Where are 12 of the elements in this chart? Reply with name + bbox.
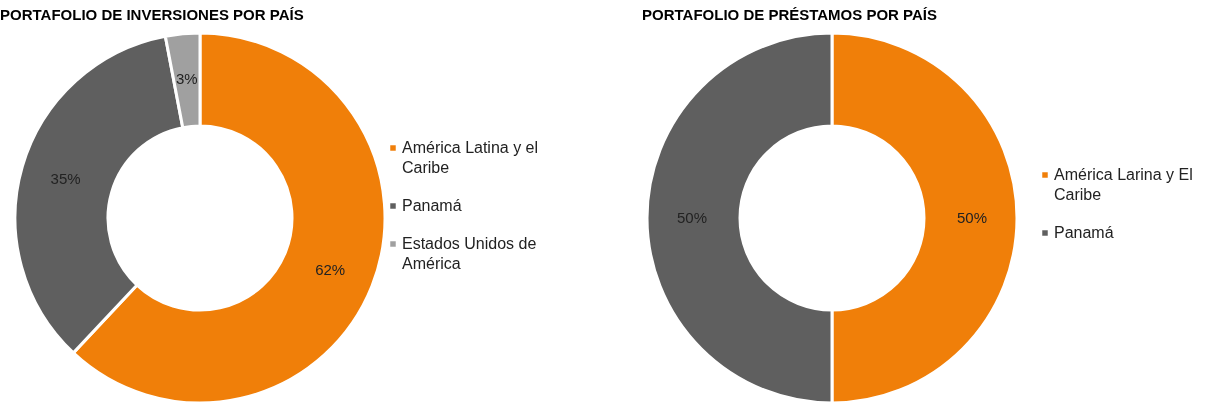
legend-label: Panamá <box>1054 224 1114 241</box>
data-label: 3% <box>175 69 198 87</box>
chart-title: PORTAFOLIO DE PRÉSTAMOS POR PAÍS <box>642 6 938 23</box>
legend-label: América Larina y El Caribe <box>1054 166 1193 203</box>
data-label: 50% <box>956 209 988 226</box>
legend-label: Estados Unidos de América <box>402 235 537 272</box>
data-label: 50% <box>676 209 708 226</box>
chart-title: PORTAFOLIO DE INVERSIONES POR PAÍS <box>0 6 304 23</box>
legend-label: Panamá <box>402 197 462 214</box>
legend-label: América Latina y el Caribe <box>402 139 539 176</box>
data-label: 62% <box>315 260 346 278</box>
data-label: 35% <box>50 169 81 187</box>
